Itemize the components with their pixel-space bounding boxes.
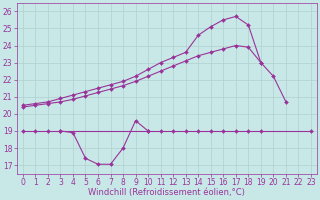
X-axis label: Windchill (Refroidissement éolien,°C): Windchill (Refroidissement éolien,°C) xyxy=(88,188,245,197)
